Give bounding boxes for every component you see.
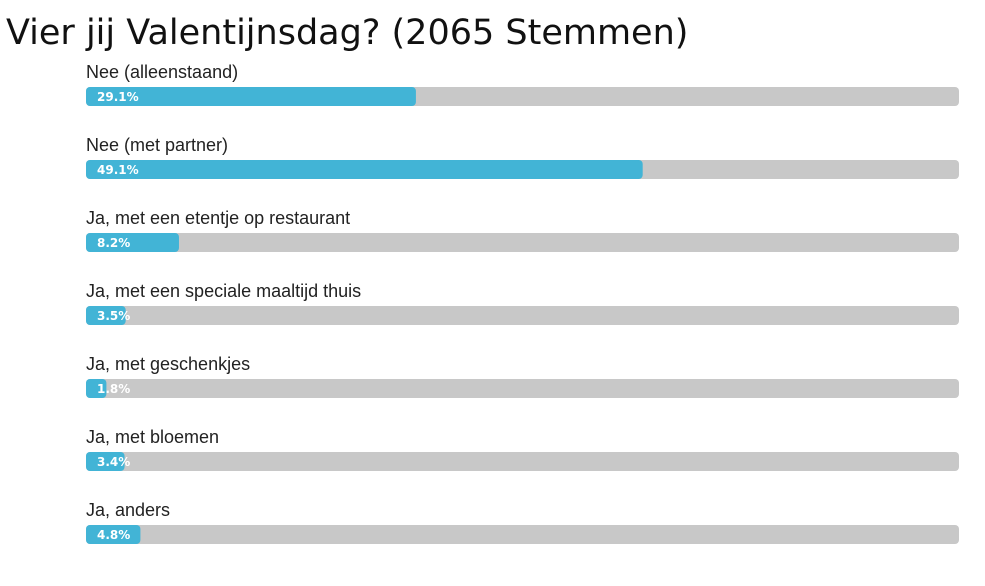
poll-title: Vier jij Valentijnsdag? (2065 Stemmen) <box>6 13 688 53</box>
value-label: 3.4% <box>97 455 130 469</box>
value-label: 49.1% <box>97 163 139 177</box>
option-label: Ja, anders <box>86 500 170 520</box>
bar-track <box>86 452 959 471</box>
option-label: Ja, met bloemen <box>86 427 219 447</box>
value-label: 4.8% <box>97 528 130 542</box>
option-label: Ja, met een etentje op restaurant <box>86 208 350 228</box>
bar <box>86 452 125 471</box>
option-label: Ja, met geschenkjes <box>86 354 250 374</box>
option-label: Nee (alleenstaand) <box>86 62 238 82</box>
bar-track <box>86 379 959 398</box>
value-label: 3.5% <box>97 309 130 323</box>
bar-track <box>86 306 959 325</box>
option-label: Nee (met partner) <box>86 135 228 155</box>
option-label: Ja, met een speciale maaltijd thuis <box>86 281 361 301</box>
bar-track <box>86 233 959 252</box>
bar <box>86 306 126 325</box>
value-label: 8.2% <box>97 236 130 250</box>
bar <box>86 379 107 398</box>
value-label: 29.1% <box>97 90 139 104</box>
bar <box>86 87 416 106</box>
bar <box>86 160 643 179</box>
value-label: 1.8% <box>97 382 130 396</box>
bar-track <box>86 525 959 544</box>
bar <box>86 233 179 252</box>
bar <box>86 525 141 544</box>
